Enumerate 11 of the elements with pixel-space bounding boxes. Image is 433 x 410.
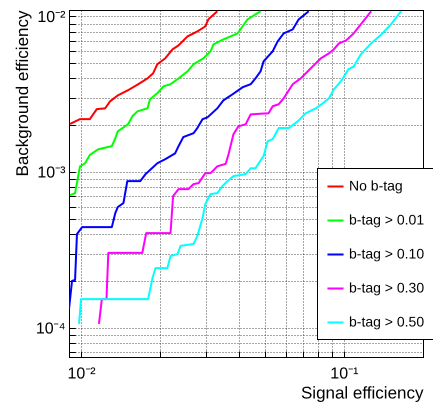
legend-label: b-tag > 0.10 xyxy=(349,246,424,262)
y-tick-label: 10⁻² xyxy=(37,8,66,26)
x-axis-title: Signal efficiency xyxy=(300,384,424,402)
legend-label: b-tag > 0.01 xyxy=(349,212,424,228)
x-tick-label: 10⁻¹ xyxy=(330,366,358,382)
y-tick-label: 10⁻³ xyxy=(37,164,66,182)
legend-label: b-tag > 0.30 xyxy=(349,280,424,296)
legend-label: No b-tag xyxy=(349,178,403,194)
legend-label: b-tag > 0.50 xyxy=(349,314,424,330)
y-tick-label: 10⁻⁴ xyxy=(36,320,66,338)
y-axis-title: Background efficiency xyxy=(12,10,32,177)
